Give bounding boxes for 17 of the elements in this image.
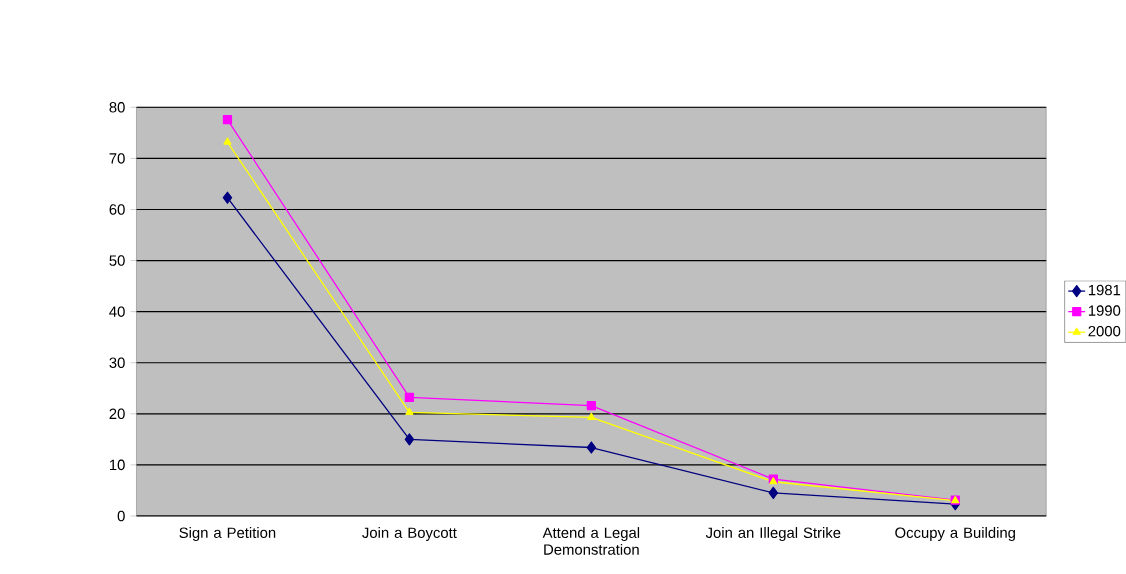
legend-label: 1990 <box>1088 305 1121 317</box>
y-tick-label: 50 <box>109 255 125 266</box>
x-tick-label: Sign a Petition <box>179 527 276 542</box>
y-tick-label: 70 <box>109 153 125 164</box>
x-tick-label: Join an Illegal Strike <box>705 527 841 542</box>
y-tick-label: 80 <box>109 102 125 113</box>
y-tick-label: 30 <box>109 357 125 369</box>
x-tick-label: Attend a Legal Demonstration <box>542 527 640 555</box>
y-tick-label: 40 <box>109 306 125 318</box>
x-tick-label: Occupy a Building <box>895 527 1015 542</box>
y-tick-label: 20 <box>109 408 125 420</box>
legend-label: 1981 <box>1088 284 1121 296</box>
y-tick-label: 10 <box>109 459 125 471</box>
y-tick-label: 60 <box>109 204 125 215</box>
legend-label: 2000 <box>1088 326 1121 337</box>
x-tick-label: Join a Boycott <box>362 527 457 542</box>
y-tick-label: 0 <box>117 510 125 522</box>
